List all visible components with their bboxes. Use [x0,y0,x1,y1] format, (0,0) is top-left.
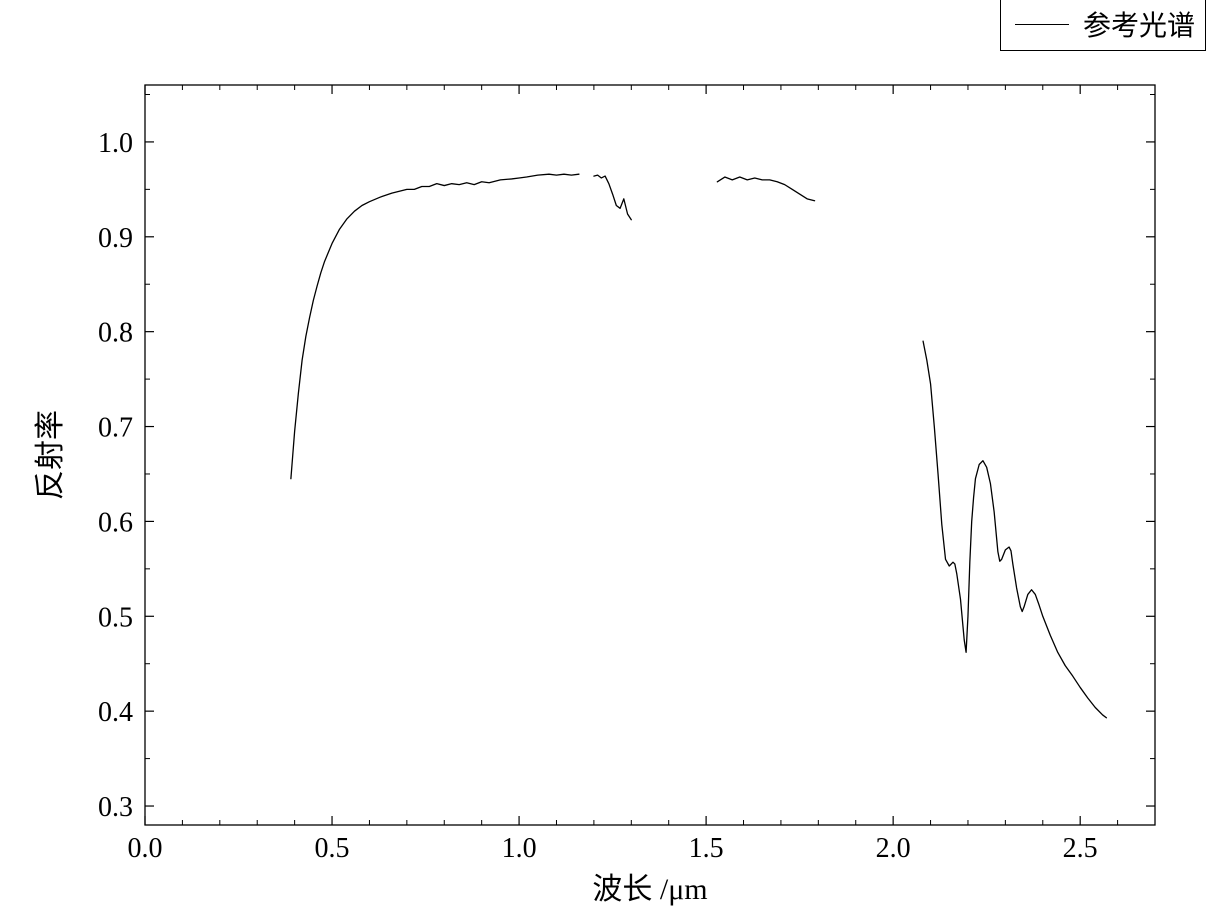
legend-label: 参考光谱 [1083,4,1195,44]
svg-text:0.0: 0.0 [128,833,163,864]
svg-text:0.5: 0.5 [98,602,133,633]
legend-box: 参考光谱 [1000,0,1206,51]
svg-text:0.6: 0.6 [98,507,133,538]
svg-text:0.3: 0.3 [98,792,133,823]
svg-text:1.5: 1.5 [689,833,724,864]
svg-text:反射率: 反射率 [34,410,67,500]
svg-text:2.5: 2.5 [1063,833,1098,864]
svg-text:0.4: 0.4 [98,697,133,728]
svg-text:0.5: 0.5 [315,833,350,864]
chart-svg: 0.0 0.5 1.0 1.5 2.0 2.5 0.3 0.4 0.5 0.6 0.7 0.8 0.9 1… [0,0,1206,919]
legend-line [1015,24,1069,25]
svg-text:1.0: 1.0 [502,833,537,864]
svg-text:0.7: 0.7 [98,413,133,444]
svg-text:2.0: 2.0 [876,833,911,864]
svg-text:1.0: 1.0 [98,128,133,159]
chart-container: { "chart": { "type": "line", "legend": {… [0,0,1206,919]
svg-text:波长 /μm: 波长 /μm [592,873,707,906]
svg-text:0.9: 0.9 [98,223,133,254]
svg-text:0.8: 0.8 [98,318,133,349]
